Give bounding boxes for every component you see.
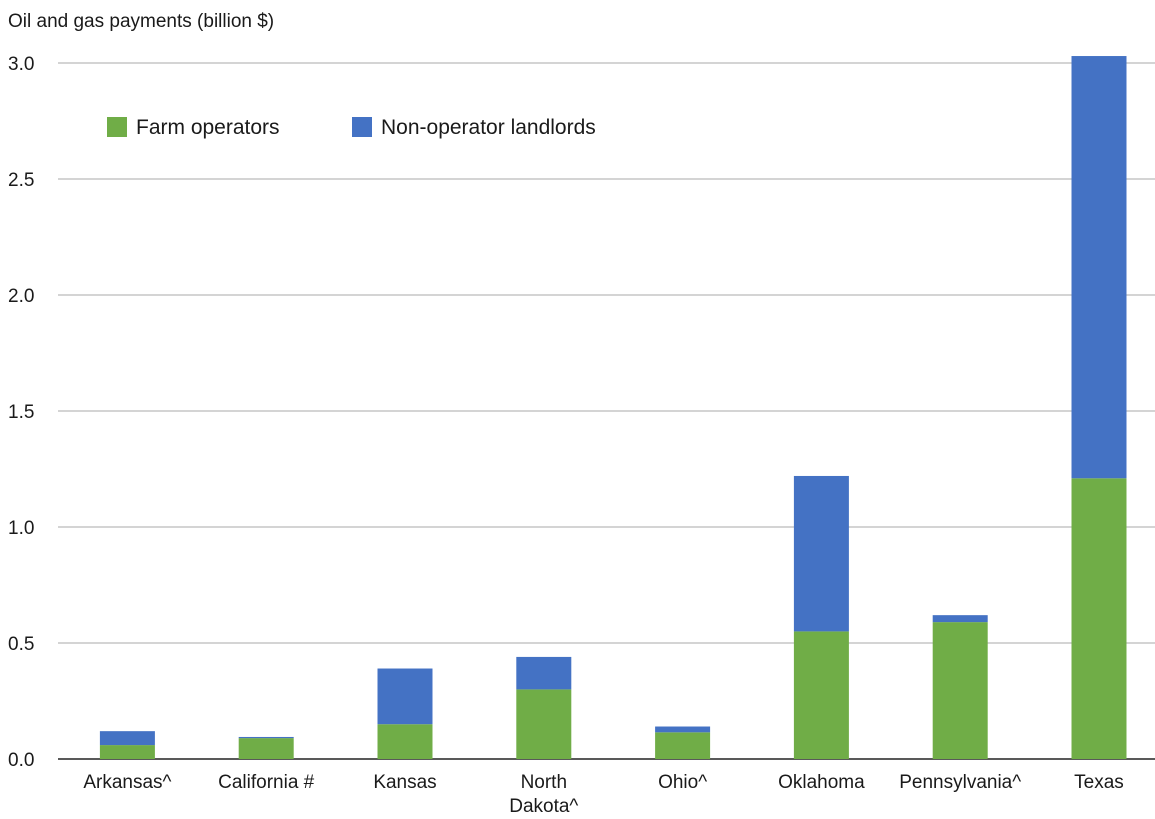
y-tick-label: 2.0 [8, 286, 34, 307]
y-tick-label: 3.0 [8, 54, 34, 75]
bar-farm-operators [99, 745, 155, 759]
legend-swatch [107, 117, 127, 137]
x-tick-label: Kansas [373, 772, 436, 793]
legend: Farm operators Non-operator landlords [107, 116, 596, 139]
y-tick-label: 2.5 [8, 170, 34, 191]
y-axis-title: Oil and gas payments (billion $) [8, 11, 274, 32]
legend-label: Non-operator landlords [381, 116, 596, 139]
x-tick-label: Arkansas^ [83, 772, 171, 793]
legend-swatch [352, 117, 372, 137]
y-tick-label: 0.5 [8, 634, 34, 655]
y-axis-ticks: 0.0 0.5 1.0 1.5 2.0 2.5 3.0 [8, 54, 34, 771]
bar-non-operator-landlords [238, 736, 294, 739]
bar-farm-operators [932, 622, 988, 759]
bar-farm-operators [238, 738, 294, 759]
bar-farm-operators [793, 631, 849, 759]
x-tick-label: Texas [1074, 772, 1124, 793]
legend-label: Farm operators [136, 116, 280, 139]
bar-farm-operators [377, 724, 433, 759]
bar-non-operator-landlords [377, 668, 433, 725]
bars [99, 56, 1127, 759]
bar-non-operator-landlords [932, 615, 988, 623]
x-tick-label: Ohio^ [658, 772, 707, 793]
y-tick-label: 1.5 [8, 402, 34, 423]
bar-non-operator-landlords [655, 726, 711, 733]
bar-farm-operators [655, 732, 711, 759]
bar-non-operator-landlords [793, 475, 849, 632]
gridlines [58, 62, 1155, 760]
bar-farm-operators [516, 689, 572, 759]
bar-non-operator-landlords [516, 656, 572, 690]
bar-farm-operators [1071, 478, 1127, 759]
bar-non-operator-landlords [99, 731, 155, 746]
y-tick-label: 1.0 [8, 518, 34, 539]
x-tick-label: North Dakota^ [509, 772, 578, 814]
bar-non-operator-landlords [1071, 56, 1127, 479]
x-tick-label: California # [218, 772, 315, 793]
x-tick-label: Pennsylvania^ [899, 772, 1021, 793]
y-tick-label: 0.0 [8, 750, 34, 771]
x-axis-labels: Arkansas^ California # Kansas North Dakota^ O… [83, 772, 1124, 817]
x-tick-label: Oklahoma [778, 772, 865, 793]
